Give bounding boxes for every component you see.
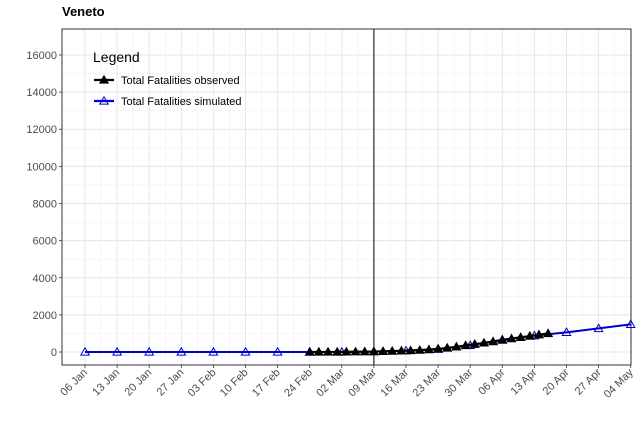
observed-point (533, 329, 545, 339)
x-tick-label: 27 Apr (573, 366, 604, 397)
series (79, 319, 636, 356)
observed-point (322, 346, 334, 356)
simulated-point (79, 346, 91, 356)
observed-point (378, 346, 389, 356)
observed-point (405, 345, 416, 355)
x-tick-label: 09 Mar (346, 366, 379, 399)
observed-point (313, 346, 324, 356)
observed-point (414, 344, 425, 354)
y-tick-label: 4000 (33, 273, 57, 285)
observed-point (488, 336, 499, 346)
legend-title: Legend (93, 49, 140, 65)
observed-point (368, 346, 379, 356)
y-tick-label: 2000 (33, 310, 57, 322)
x-tick-label: 20 Apr (541, 366, 572, 397)
simulated-point (240, 346, 251, 356)
legend: Legend Total Fatalities observed Total Fat… (93, 49, 241, 108)
simulated-point (561, 327, 572, 336)
chart-title: Veneto (62, 4, 105, 19)
plot-border (61, 28, 632, 366)
plot-panel (62, 29, 631, 365)
x-tick-label: 17 Feb (250, 367, 283, 400)
observed-point (332, 346, 343, 356)
y-tick-label: 12000 (26, 124, 57, 136)
observed-point (478, 337, 490, 347)
observed-point (304, 346, 315, 356)
simulated-point (144, 346, 155, 356)
x-tick-label: 23 Mar (411, 366, 444, 399)
x-tick-label: 06 Jan (58, 367, 90, 399)
observed-point (341, 346, 352, 356)
observed-point (396, 345, 407, 355)
y-tick-label: 8000 (33, 198, 57, 210)
simulated-point (625, 319, 636, 328)
simulated-point (272, 346, 283, 356)
observed-point (524, 330, 535, 340)
simulated-point (176, 346, 187, 356)
y-tick-label: 0 (51, 347, 57, 359)
x-tick-label: 27 Jan (155, 367, 187, 399)
observed-point (497, 334, 508, 344)
x-tick-label: 04 May (602, 366, 636, 400)
x-tick-label: 20 Jan (122, 367, 154, 399)
y-tick-label: 16000 (26, 50, 57, 62)
observed-point (423, 344, 434, 354)
x-tick-label: 10 Feb (218, 367, 251, 400)
x-tick-label: 13 Apr (509, 366, 540, 397)
y-tick-label: 10000 (26, 161, 57, 173)
x-tick-label: 16 Mar (378, 366, 411, 399)
x-tick-label: 06 Apr (476, 366, 507, 397)
observed-point (460, 340, 471, 350)
legend-label: Total Fatalities observed (121, 75, 240, 87)
observed-point (451, 341, 462, 351)
observed-point (506, 333, 517, 343)
y-tick-label: 14000 (26, 87, 57, 99)
legend-key-marker (98, 95, 110, 105)
x-tick-label: 13 Jan (90, 367, 122, 399)
observed-point (433, 343, 444, 353)
x-tick-label: 03 Feb (186, 367, 219, 400)
grid (62, 29, 632, 365)
legend-key-marker (98, 74, 110, 84)
x-tick-label: 30 Mar (443, 366, 476, 399)
observed-point (543, 328, 554, 338)
observed-point (359, 346, 370, 356)
observed-point (387, 345, 398, 355)
x-tick-label: 02 Mar (314, 366, 347, 399)
simulated-point (208, 346, 219, 356)
observed-point (442, 342, 453, 352)
x-tick-label: 24 Feb (282, 367, 315, 400)
y-tick-label: 6000 (33, 236, 57, 248)
simulated-point (112, 346, 123, 356)
observed-point (515, 332, 526, 341)
observed-point (350, 346, 361, 356)
legend-label: Total Fatalities simulated (121, 96, 241, 108)
observed-point (469, 339, 480, 348)
simulated-point (593, 323, 604, 333)
